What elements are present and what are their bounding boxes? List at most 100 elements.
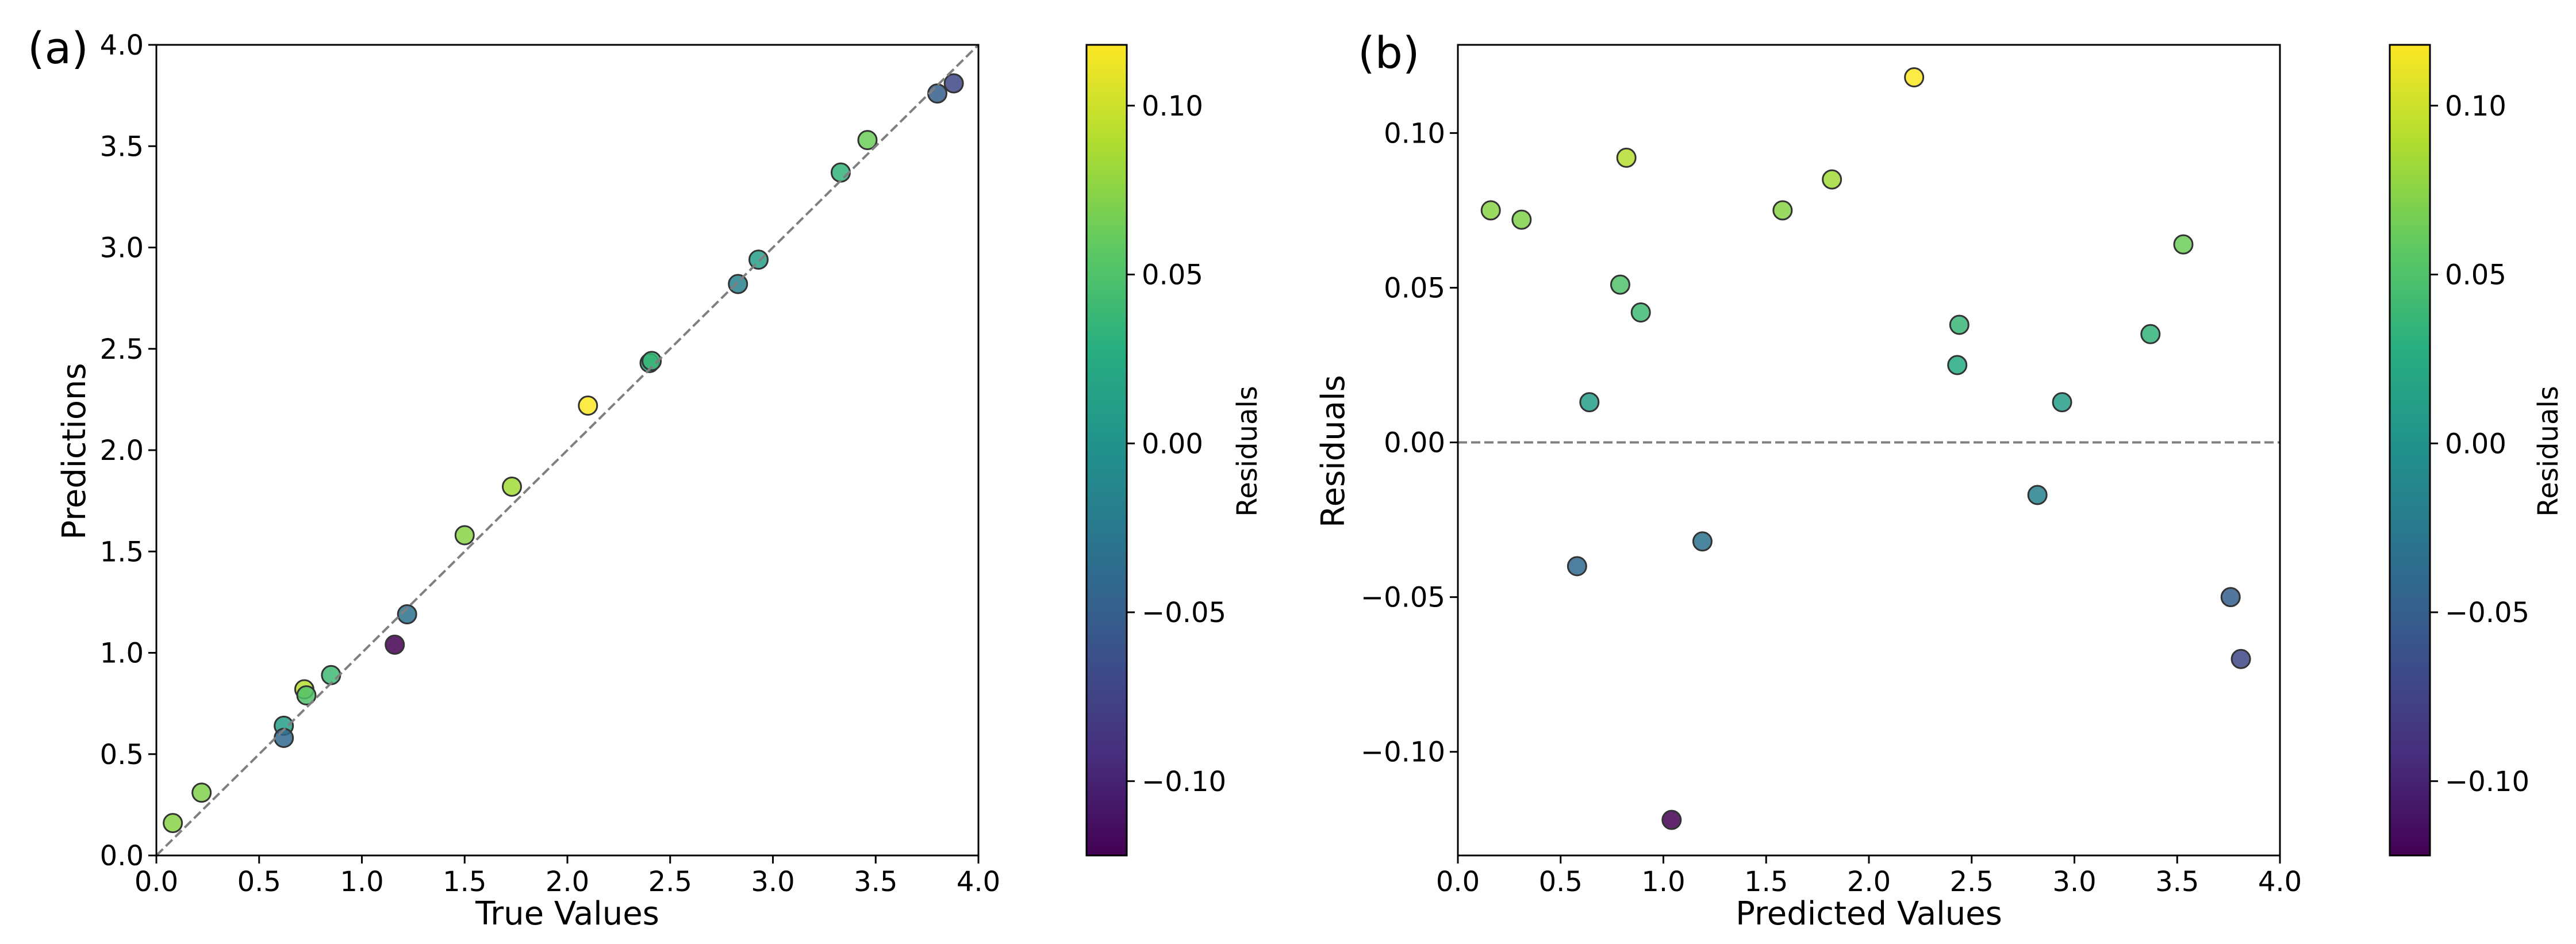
y-tick-label: 0.05: [1384, 272, 1445, 304]
scatter-point: [1567, 556, 1587, 577]
x-tick-label: 0.0: [1436, 866, 1480, 898]
x-tick-label: 1.0: [1641, 866, 1685, 898]
panel-b-points: [1480, 67, 2251, 830]
y-tick-label: −0.10: [1361, 736, 1445, 769]
x-tick-label: 1.0: [340, 866, 383, 898]
x-tick-label: 0.0: [135, 866, 178, 898]
scatter-point: [1949, 314, 1970, 335]
scatter-point: [642, 351, 662, 371]
y-tick-label: 1.5: [100, 536, 144, 568]
scatter-point: [2027, 485, 2048, 505]
panel-a-identity-line: [155, 44, 980, 857]
scatter-point: [728, 274, 748, 294]
colorbar-tick-label: 0.05: [2445, 259, 2506, 291]
colorbar-tick-label: −0.05: [2445, 597, 2529, 629]
y-tick-label: 2.0: [100, 435, 144, 467]
scatter-point: [163, 813, 183, 834]
panel-b-colorbar: −0.10 −0.05 0.00 0.05 0.10 Residuals: [2389, 44, 2565, 857]
y-tick-label: 3.5: [100, 131, 144, 163]
panel-b-label: (b): [1358, 27, 1420, 78]
panel-b-colorbar-gradient: [2389, 44, 2431, 857]
x-tick-label: 2.5: [1950, 866, 1994, 898]
scatter-point: [1616, 147, 1637, 168]
scatter-point: [501, 476, 522, 497]
scatter-point: [1630, 302, 1651, 323]
scatter-point: [927, 83, 947, 104]
panel-b-axes-frame: [1457, 44, 2281, 857]
panel-b-colorbar-ticks: −0.10 −0.05 0.00 0.05 0.10: [2430, 90, 2529, 798]
x-tick-label: 3.0: [751, 866, 794, 898]
panel-a-plot-area: [155, 44, 980, 857]
panel-a-x-axis-label: True Values: [475, 895, 659, 933]
scatter-point: [578, 395, 598, 416]
y-tick-label: 4.0: [100, 29, 144, 62]
scatter-point: [943, 73, 964, 94]
panel-a: (a) 0.0 0.5 1.0 1.5 2.0 2.5 3.0 3.5 4.0 0.0 0.5 1.…: [28, 22, 1264, 933]
x-tick-label: 3.5: [2155, 866, 2199, 898]
x-tick-label: 3.0: [2052, 866, 2096, 898]
colorbar-tick-label: 0.00: [2445, 428, 2506, 460]
scatter-point: [296, 685, 317, 706]
x-tick-label: 1.5: [1744, 866, 1788, 898]
panel-a-y-axis-label: Predictions: [56, 363, 93, 539]
scatter-point: [1947, 355, 1968, 375]
scatter-point: [2220, 587, 2241, 608]
y-tick-label: 1.0: [100, 638, 144, 670]
panel-a-colorbar-ticks: −0.10 −0.05 0.00 0.05 0.10: [1127, 90, 1226, 798]
panel-b-plot-area: [1457, 44, 2281, 857]
scatter-point: [1661, 809, 1682, 830]
scatter-point: [1511, 209, 1532, 230]
x-tick-label: 4.0: [957, 866, 1000, 898]
scatter-point: [1579, 392, 1600, 413]
scatter-point: [1822, 169, 1842, 190]
colorbar-tick-label: 0.00: [1142, 428, 1203, 460]
y-tick-label: −0.05: [1361, 582, 1445, 614]
x-tick-label: 0.5: [237, 866, 281, 898]
y-tick-label: 3.0: [100, 232, 144, 264]
x-tick-label: 2.0: [546, 866, 589, 898]
x-tick-label: 2.5: [648, 866, 692, 898]
panel-b: (b) 0.0 0.5 1.0 1.5 2.0 2.5 3.0 3.5 4.0 −0.10 −0.…: [1315, 27, 2565, 933]
scatter-point: [274, 728, 294, 749]
x-tick-label: 4.0: [2258, 866, 2302, 898]
x-tick-label: 2.0: [1847, 866, 1891, 898]
scatter-point: [2173, 234, 2194, 255]
scatter-point: [748, 250, 769, 270]
y-tick-label: 0.00: [1384, 427, 1445, 459]
scatter-point: [2052, 392, 2072, 413]
y-tick-label: 0.5: [100, 739, 144, 771]
scatter-point: [397, 604, 417, 625]
scatter-point: [1772, 200, 1793, 221]
scatter-point: [1904, 67, 1925, 88]
panel-b-x-ticks: 0.0 0.5 1.0 1.5 2.0 2.5 3.0 3.5 4.0: [1436, 855, 2302, 898]
colorbar-tick-label: −0.05: [1142, 597, 1226, 629]
panel-a-colorbar-gradient: [1085, 44, 1128, 857]
x-tick-label: 0.5: [1539, 866, 1583, 898]
x-tick-label: 1.5: [443, 866, 486, 898]
panel-a-x-ticks: 0.0 0.5 1.0 1.5 2.0 2.5 3.0 3.5 4.0: [135, 855, 1000, 898]
x-tick-label: 3.5: [854, 866, 897, 898]
scatter-point: [321, 665, 341, 685]
scatter-point: [1692, 531, 1713, 552]
scatter-point: [454, 525, 475, 546]
panel-a-y-ticks: 0.0 0.5 1.0 1.5 2.0 2.5 3.0 3.5 4.0: [100, 29, 156, 872]
y-tick-label: 2.5: [100, 333, 144, 366]
colorbar-tick-label: 0.10: [1142, 90, 1203, 122]
scatter-point: [2231, 648, 2251, 669]
panel-a-label: (a): [28, 22, 89, 74]
scatter-point: [1610, 274, 1630, 295]
scatter-point: [191, 782, 212, 803]
panel-a-points: [163, 73, 964, 834]
colorbar-tick-label: −0.10: [2445, 766, 2529, 798]
scatter-point: [830, 162, 851, 183]
panel-a-colorbar-label: Residuals: [1231, 386, 1264, 517]
panel-b-y-ticks: −0.10 −0.05 0.00 0.05 0.10: [1361, 117, 1458, 769]
scatter-point: [385, 634, 405, 655]
scatter-point: [1480, 200, 1501, 221]
scatter-point: [2140, 324, 2161, 344]
panel-b-y-axis-label: Residuals: [1315, 375, 1352, 528]
colorbar-tick-label: −0.10: [1142, 766, 1226, 798]
y-tick-label: 0.0: [100, 840, 144, 872]
colorbar-tick-label: 0.05: [1142, 259, 1203, 291]
